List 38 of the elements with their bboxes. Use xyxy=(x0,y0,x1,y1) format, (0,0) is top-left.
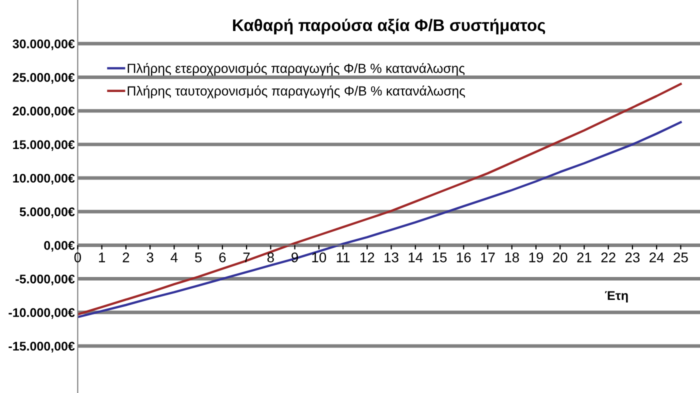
x-tick-label: 12 xyxy=(360,252,374,262)
x-tick-label: 19 xyxy=(529,252,544,262)
x-tick-label: 20 xyxy=(553,252,568,262)
x-tick-label: 14 xyxy=(408,252,423,262)
y-tick-label: 25.000,00€ xyxy=(12,73,75,84)
legend-label: Πλήρης ετεροχρονισμός παραγωγής Φ/Β % κατανάλωσης xyxy=(128,62,465,76)
x-tick-label: 24 xyxy=(650,252,664,262)
x-tick-label: 21 xyxy=(577,252,592,262)
x-tick-label: 8 xyxy=(267,252,274,262)
x-tick-label: 11 xyxy=(336,252,350,262)
x-tick-label: 3 xyxy=(146,252,154,262)
x-tick-label: 22 xyxy=(601,252,616,262)
legend-label: Πλήρης ταυτοχρονισμός παραγωγής Φ/Β % κατανάλωσης xyxy=(128,86,466,98)
y-tick-label: 15.000,00€ xyxy=(13,140,75,151)
x-tick-label: 5 xyxy=(194,252,202,262)
x-tick-label: 10 xyxy=(312,252,326,262)
y-tick-label: -15.000,00€ xyxy=(8,342,75,352)
x-tick-label: 18 xyxy=(505,252,519,262)
text: Καθαρή παρούσα αξία Φ/Β συστήματος xyxy=(233,18,546,34)
x-tick-label: 2 xyxy=(122,252,130,262)
x-tick-label: 4 xyxy=(170,252,178,262)
y-tick-label: 5.000,00€ xyxy=(20,207,75,218)
y-tick-label: -5.000,00€ xyxy=(16,274,75,286)
y-tick-label: -10.000,00€ xyxy=(8,308,75,319)
x-tick-label: 25 xyxy=(674,252,688,262)
y-tick-label: 0,00€ xyxy=(44,241,75,252)
x-axis-title: Έτη xyxy=(604,291,628,302)
x-tick-label: 15 xyxy=(432,252,447,262)
y-tick-label: 30.000,00€ xyxy=(12,39,75,50)
x-tick-label: 23 xyxy=(625,252,640,262)
x-tick-label: 6 xyxy=(219,252,226,262)
x-tick-label: 16 xyxy=(456,252,471,262)
x-tick-label: 1 xyxy=(99,252,106,262)
y-tick-label: 10.000,00€ xyxy=(13,174,75,184)
x-tick-label: 17 xyxy=(481,252,495,262)
x-tick-label: 13 xyxy=(384,252,398,262)
y-tick-label: 20.000,00€ xyxy=(12,106,75,118)
x-tick-label: 0 xyxy=(74,252,82,262)
